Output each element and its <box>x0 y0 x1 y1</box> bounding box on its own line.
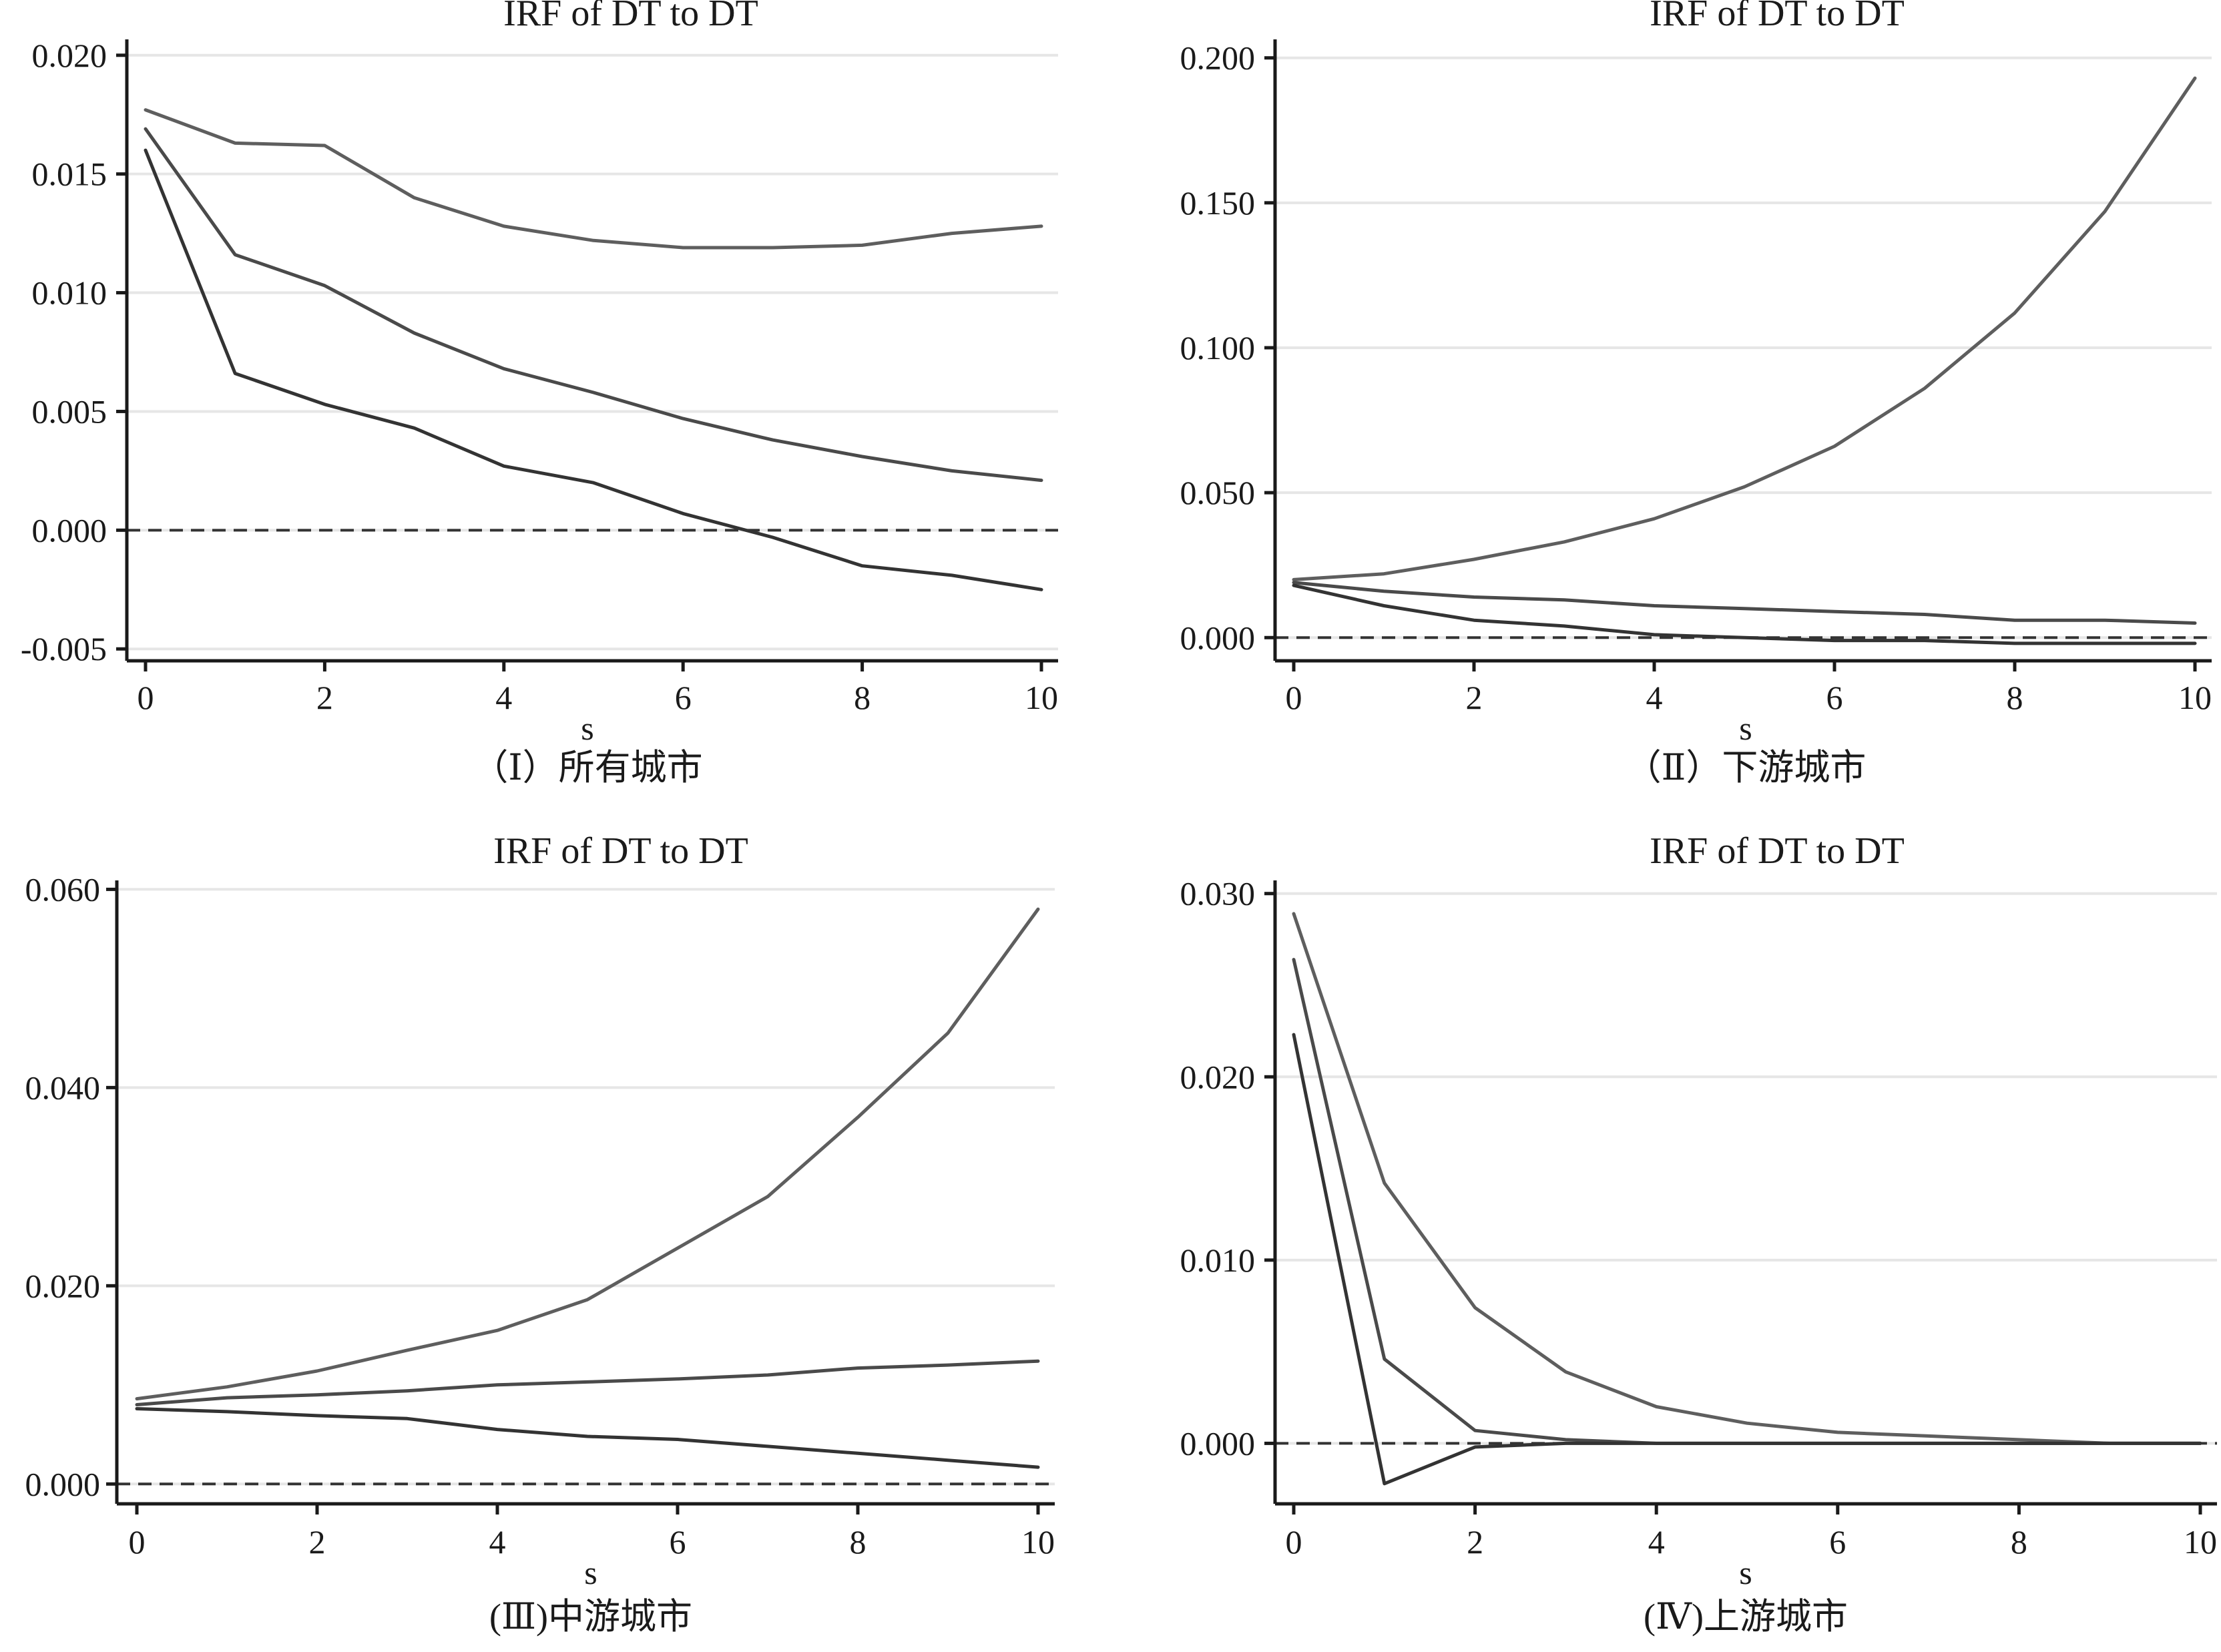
y-tick-label: 0.010 <box>1180 1242 1256 1279</box>
y-tick-label: 0.000 <box>1180 1424 1256 1462</box>
chart-panel-3: 0.000 0.020 0.040 0.060 0 2 4 6 8 10 IRF of DT to … <box>25 830 1055 1637</box>
y-tick-label: 0.015 <box>32 156 107 193</box>
y-tick-label: 0.000 <box>25 1465 101 1502</box>
x-tick-label: 0 <box>129 1523 146 1561</box>
y-tick-label: -0.005 <box>21 630 107 667</box>
series-line-2 <box>144 127 1043 483</box>
panel-title: IRF of DT to DT <box>1650 830 1905 872</box>
series-line-3 <box>135 1407 1040 1469</box>
series-line-1 <box>144 108 1043 250</box>
x-tick-label: 0 <box>138 679 154 716</box>
series-line-3 <box>1292 1033 2202 1486</box>
y-tick-label: 0.030 <box>1180 875 1256 912</box>
y-tick-label: 0.020 <box>1180 1058 1256 1095</box>
y-tick-label: 0.000 <box>1180 619 1256 656</box>
x-tick-label: 8 <box>2011 1523 2027 1561</box>
series-line-3 <box>144 148 1043 591</box>
series-line-2 <box>1292 581 2197 625</box>
x-tick-label: 4 <box>495 679 512 716</box>
x-tick-label: 10 <box>2178 679 2212 716</box>
x-tick-label: 6 <box>1829 1523 1846 1561</box>
series-line-2 <box>1292 958 2202 1445</box>
x-tick-label: 4 <box>1646 679 1663 716</box>
x-tick-label: 0 <box>1286 679 1302 716</box>
y-tick-label: 0.150 <box>1180 184 1256 222</box>
x-tick-label: 2 <box>309 1523 326 1561</box>
y-tick-label: 0.005 <box>32 392 107 430</box>
x-axis-label: s <box>1739 710 1752 747</box>
x-tick-label: 6 <box>1826 679 1843 716</box>
chart-panel-1: -0.005 0.000 0.005 0.010 0.015 0.020 0 2 4 6 8 10 IR… <box>21 0 1058 788</box>
x-tick-label: 8 <box>854 679 871 716</box>
panel-caption: （Ⅱ）下游城市 <box>1626 748 1867 788</box>
series-line-1 <box>1292 76 2197 581</box>
series-line-3 <box>1292 583 2197 645</box>
x-tick-label: 2 <box>1467 1523 1483 1561</box>
y-tick-label: 0.020 <box>32 37 107 74</box>
x-tick-label: 8 <box>2007 679 2023 716</box>
y-tick-label: 0.100 <box>1180 329 1256 366</box>
x-tick-label: 0 <box>1286 1523 1302 1561</box>
panel-title: IRF of DT to DT <box>503 0 758 34</box>
y-tick-label: 0.000 <box>32 511 107 549</box>
series-line-2 <box>135 1359 1040 1406</box>
x-tick-label: 6 <box>670 1523 686 1561</box>
y-tick-label: 0.060 <box>25 870 101 908</box>
y-tick-label: 0.010 <box>32 274 107 312</box>
y-tick-label: 0.040 <box>25 1069 101 1106</box>
x-axis-label: s <box>584 1554 597 1591</box>
x-tick-label: 10 <box>1025 679 1058 716</box>
x-tick-label: 8 <box>850 1523 867 1561</box>
chart-panel-2: 0.000 0.050 0.100 0.150 0.200 0 2 4 6 8 10 IRF of D… <box>1180 0 2212 788</box>
panel-title: IRF of DT to DT <box>493 830 748 872</box>
chart-panel-4: 0.000 0.010 0.020 0.030 0 2 4 6 8 10 IRF of DT to … <box>1180 830 2217 1637</box>
x-tick-label: 10 <box>1021 1523 1055 1561</box>
panel-caption: (Ⅳ)上游城市 <box>1644 1597 1848 1637</box>
x-tick-label: 6 <box>675 679 692 716</box>
x-axis-label: s <box>1739 1554 1752 1591</box>
x-tick-label: 4 <box>1648 1523 1665 1561</box>
panel-caption: (Ⅲ)中游城市 <box>489 1597 692 1637</box>
x-tick-label: 2 <box>1466 679 1483 716</box>
series-line-1 <box>135 907 1040 1401</box>
series-line-1 <box>1292 912 2202 1445</box>
x-tick-label: 10 <box>2184 1523 2217 1561</box>
y-tick-label: 0.050 <box>1180 474 1256 511</box>
x-tick-label: 2 <box>316 679 333 716</box>
x-axis-label: s <box>581 710 593 747</box>
panel-title: IRF of DT to DT <box>1650 0 1905 34</box>
panel-caption: （Ⅰ）所有城市 <box>472 748 702 788</box>
x-tick-label: 4 <box>489 1523 506 1561</box>
y-tick-label: 0.020 <box>25 1267 101 1304</box>
y-tick-label: 0.200 <box>1180 39 1256 77</box>
